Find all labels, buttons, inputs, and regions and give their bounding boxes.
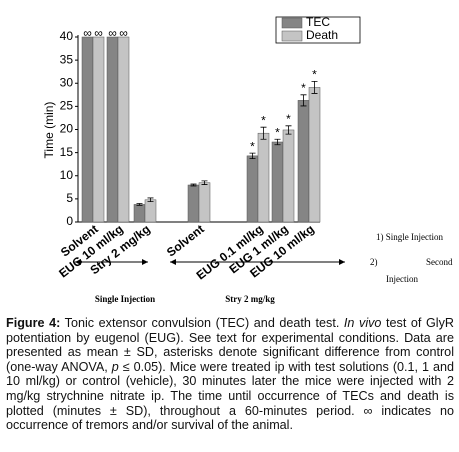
caption-text: Tonic extensor convulsion (TEC) and deat… [60, 316, 344, 330]
significance-marker: * [286, 112, 291, 126]
value-label: ∞ [108, 26, 117, 40]
bar [133, 204, 146, 223]
bar [81, 36, 94, 223]
y-tick-label: 10 [60, 168, 74, 182]
group-label: Stry 2 mg/kg [225, 294, 275, 304]
legend-swatch [281, 30, 303, 42]
legend-label: TEC [306, 15, 330, 29]
error-bar [190, 183, 197, 187]
bar [187, 184, 200, 223]
y-tick-label: 40 [60, 29, 74, 43]
value-label: ∞ [83, 26, 92, 40]
error-bar [147, 197, 154, 203]
chart: Time (min) Single Injection Stry 2 mg/kg… [42, 15, 453, 304]
caption-text: In vivo [343, 316, 382, 330]
bar [297, 100, 310, 223]
bar [106, 36, 119, 223]
group-label: Single Injection [95, 294, 155, 304]
y-tick-label: 15 [60, 145, 74, 159]
significance-marker: * [301, 81, 306, 95]
bar [144, 199, 157, 223]
significance-marker: * [275, 125, 280, 139]
bar [198, 182, 211, 223]
legend-swatch [281, 17, 303, 29]
note: Second [426, 257, 453, 267]
y-tick-label: 5 [66, 191, 73, 205]
y-tick-label: 20 [60, 122, 74, 136]
value-label: ∞ [119, 26, 128, 40]
caption: Figure 4: Tonic extensor convulsion (TEC… [6, 316, 454, 433]
caption-text: test of GlyR potentiation by eugenol (EU… [6, 316, 454, 374]
error-bar [285, 125, 292, 135]
y-tick-label: 30 [60, 75, 74, 89]
bar [308, 87, 321, 223]
bar [92, 36, 105, 223]
caption-text: p [111, 359, 119, 374]
y-tick-label: 35 [60, 52, 74, 66]
note: 2) [370, 257, 378, 267]
error-bar [274, 138, 281, 146]
bar [271, 141, 284, 223]
error-bar [136, 203, 143, 206]
caption-text: ≤ 0.05). Mice were treated ip with test … [6, 359, 454, 433]
significance-marker: * [261, 113, 266, 127]
bar [117, 36, 130, 223]
note: 1) Single Injection [376, 232, 443, 242]
value-label: ∞ [94, 26, 103, 40]
legend-label: Death [306, 28, 338, 42]
error-bar [260, 126, 267, 140]
error-bar [311, 81, 318, 94]
x-tick-label: Solvent [164, 222, 207, 260]
bar [282, 129, 295, 223]
bar [246, 155, 259, 223]
y-tick-label: 25 [60, 99, 74, 113]
error-bar [249, 152, 256, 160]
y-axis-label: Time (min) [42, 102, 56, 159]
error-bar [201, 180, 208, 185]
bar [257, 132, 270, 223]
error-bar [300, 94, 307, 107]
significance-marker: * [312, 68, 317, 82]
significance-marker: * [250, 139, 255, 153]
note: Injection [386, 274, 418, 284]
y-tick-label: 0 [66, 214, 73, 228]
caption-label: Figure 4: [6, 316, 61, 330]
